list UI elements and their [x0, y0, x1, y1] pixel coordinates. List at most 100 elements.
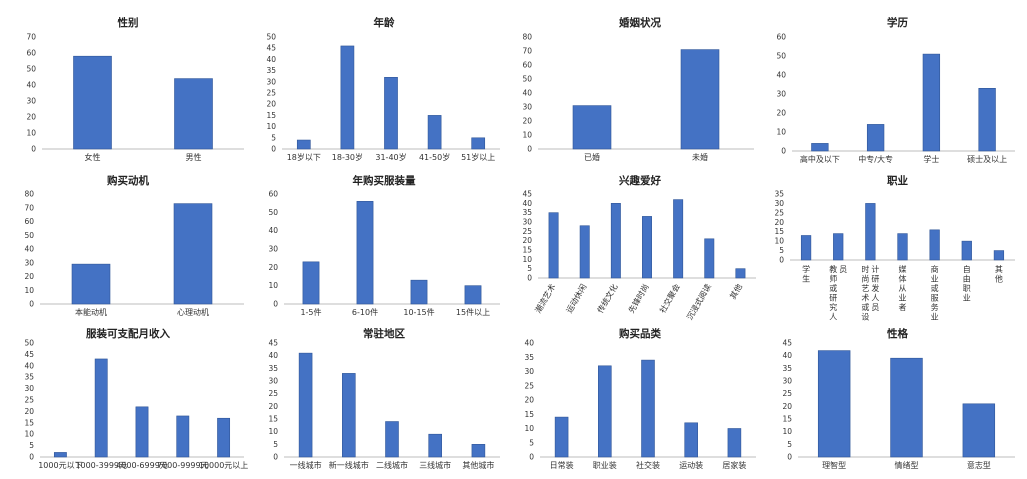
y-tick-label: 20 — [24, 272, 34, 281]
x-category-char: 学 — [802, 264, 810, 274]
y-tick-label: 35 — [782, 364, 792, 373]
y-tick-label: 80 — [24, 190, 34, 199]
bar-1 — [866, 124, 885, 152]
y-tick-label: 35 — [774, 190, 784, 199]
y-tick-label: 40 — [776, 71, 786, 80]
bar-6 — [735, 268, 746, 279]
y-tick-label: 30 — [522, 218, 532, 227]
bar-4 — [673, 199, 684, 279]
y-tick-label: 35 — [524, 353, 534, 362]
y-tick-label: 40 — [26, 81, 36, 90]
y-tick-label: 10 — [268, 281, 278, 290]
bar-2 — [922, 53, 941, 152]
x-category-char: 业 — [899, 293, 907, 303]
y-tick-label: 20 — [774, 218, 784, 227]
bar-1 — [174, 78, 213, 150]
chart-panel-4: 购买动机 0 10 20 30 40 50 60 70 80 本能动机 心理动机 — [0, 170, 256, 325]
y-tick-label: 60 — [776, 33, 786, 42]
x-category-label: 其他 — [995, 265, 1003, 284]
x-category-label: 10000元以上 — [199, 461, 248, 470]
x-category-label: 41-50岁 — [419, 152, 450, 162]
y-tick-label: 0 — [529, 453, 534, 462]
y-tick-label: 20 — [522, 117, 532, 126]
chart-svg-9: 常驻地区 0 5 10 15 20 25 30 35 40 45 一线城市 新一线城市 二线城市 三线城市 其… — [268, 327, 500, 470]
chart-panel-5: 年购买服装量 0 10 20 30 40 50 60 1-5件 6-10件 10-15件 15件以上 — [256, 170, 512, 325]
y-tick-label: 0 — [779, 256, 784, 265]
x-category-label: 其他 — [728, 282, 745, 301]
x-category-char: 术 — [861, 293, 869, 303]
x-category-char: 或 — [861, 302, 869, 312]
chart-title: 性别 — [118, 16, 139, 29]
y-tick-label: 10 — [266, 122, 276, 131]
y-tick-label: 20 — [522, 236, 532, 245]
x-category-label: 一线城市 — [290, 460, 322, 470]
x-category-label: 学生 — [802, 264, 810, 284]
y-tick-label: 10 — [26, 129, 36, 138]
x-category-label: 本能动机 — [75, 307, 107, 317]
bar-2 — [135, 406, 149, 458]
y-tick-label: 0 — [781, 147, 786, 156]
x-category-char: 务 — [931, 302, 939, 312]
x-category-label: 情绪型 — [895, 460, 919, 470]
x-category-label: 二线城市 — [376, 460, 408, 470]
y-tick-label: 40 — [524, 339, 534, 348]
y-tick-label: 15 — [524, 410, 534, 419]
y-tick-label: 0 — [273, 300, 278, 309]
y-tick-label: 45 — [24, 350, 34, 359]
x-category-char: 设 — [861, 312, 869, 322]
bar-1 — [680, 49, 720, 150]
x-category-label: 高中及以下 — [800, 154, 840, 164]
y-tick-label: 80 — [522, 33, 532, 42]
y-tick-label: 60 — [24, 217, 34, 226]
y-tick-label: 0 — [527, 274, 532, 283]
y-tick-label: 20 — [26, 113, 36, 122]
x-category-label: 理智型 — [822, 460, 846, 470]
y-tick-label: 5 — [527, 264, 532, 273]
x-category-label: 职业装 — [593, 460, 617, 470]
x-category-char: 从 — [899, 284, 907, 293]
x-category-label: 意志型 — [967, 460, 991, 470]
chart-title: 学历 — [887, 16, 908, 29]
x-category-label: 1000元以下 — [38, 461, 82, 470]
chart-panel-9: 常驻地区 0 5 10 15 20 25 30 35 40 45 一线城市 新一线城市 二线城市 三线城市 其… — [256, 325, 512, 479]
x-category-label: 男性 — [186, 152, 202, 162]
y-tick-label: 5 — [271, 133, 276, 142]
chart-title: 性格 — [887, 327, 908, 340]
bar-3 — [897, 233, 908, 261]
bar-3 — [684, 422, 698, 458]
y-tick-label: 50 — [522, 75, 532, 84]
x-category-char: 教 — [829, 264, 837, 274]
x-category-char: 商 — [931, 264, 939, 274]
y-tick-label: 40 — [522, 89, 532, 98]
y-tick-label: 30 — [268, 377, 278, 386]
y-tick-label: 5 — [29, 441, 34, 450]
y-tick-label: 60 — [268, 190, 278, 199]
y-tick-label: 30 — [522, 103, 532, 112]
chart-svg-4: 购买动机 0 10 20 30 40 50 60 70 80 本能动机 心理动机 — [24, 174, 244, 317]
y-tick-label: 50 — [268, 208, 278, 217]
bar-5 — [704, 238, 715, 279]
chart-panel-6: 兴趣爱好 0 5 10 15 20 25 30 35 40 45 潮流艺术 运动休闲 传统文化 先锋时尚 社交… — [512, 170, 768, 325]
bar-0 — [302, 261, 320, 305]
bar-2 — [410, 279, 428, 305]
bar-2 — [641, 359, 655, 458]
y-tick-label: 35 — [522, 208, 532, 217]
bar-3 — [642, 216, 652, 279]
chart-panel-7: 职业 0 5 10 15 20 25 30 35 学生教师或研究人员时尚艺术或设计研发人员媒体从业… — [768, 170, 1027, 325]
bar-1 — [94, 358, 108, 458]
y-tick-label: 40 — [268, 351, 278, 360]
chart-svg-0: 性别 0 10 20 30 40 50 60 70 女性 男性 — [26, 16, 244, 162]
x-category-label: 硕士及以上 — [967, 154, 1007, 164]
bar-2 — [962, 403, 996, 458]
chart-title: 婚姻状况 — [618, 16, 661, 29]
y-tick-label: 0 — [29, 300, 34, 309]
x-category-char: 由 — [963, 274, 971, 284]
y-tick-label: 30 — [268, 245, 278, 254]
chart-svg-2: 婚姻状况 0 10 20 30 40 50 60 70 80 已婚 未婚 — [522, 16, 754, 162]
y-tick-label: 50 — [24, 231, 34, 240]
chart-title: 年购买服装量 — [353, 174, 416, 187]
y-tick-label: 15 — [24, 418, 34, 427]
x-category-label: 15件以上 — [456, 307, 490, 317]
